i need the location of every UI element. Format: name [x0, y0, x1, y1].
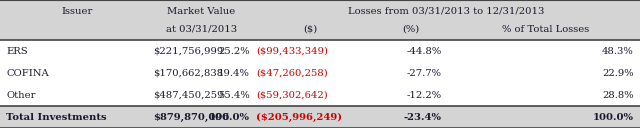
Text: $221,756,999: $221,756,999	[154, 47, 224, 56]
Bar	[0, 40, 640, 62]
Text: 19.4%: 19.4%	[218, 69, 250, 78]
Bar	[0, 62, 640, 84]
Text: $170,662,838: $170,662,838	[154, 69, 224, 78]
Text: Other: Other	[6, 91, 36, 100]
Text: 100.0%: 100.0%	[593, 113, 634, 122]
Text: (%): (%)	[403, 25, 420, 34]
Text: -12.2%: -12.2%	[406, 91, 442, 100]
Text: -23.4%: -23.4%	[403, 113, 442, 122]
Text: 25.2%: 25.2%	[218, 47, 250, 56]
Text: 100.0%: 100.0%	[209, 113, 250, 122]
Text: ($47,260,258): ($47,260,258)	[256, 69, 328, 78]
Text: Total Investments: Total Investments	[6, 113, 107, 122]
Bar	[0, 84, 640, 106]
Text: -27.7%: -27.7%	[406, 69, 442, 78]
Text: COFINA: COFINA	[6, 69, 49, 78]
Text: Losses from 03/31/2013 to 12/31/2013: Losses from 03/31/2013 to 12/31/2013	[348, 7, 545, 16]
Text: $879,870,096: $879,870,096	[154, 113, 230, 122]
Text: $487,450,259: $487,450,259	[154, 91, 224, 100]
Text: ($59,302,642): ($59,302,642)	[256, 91, 328, 100]
Text: ($): ($)	[303, 25, 317, 34]
Text: % of Total Losses: % of Total Losses	[502, 25, 589, 34]
Text: ($205,996,249): ($205,996,249)	[256, 113, 342, 122]
Text: 22.9%: 22.9%	[602, 69, 634, 78]
Text: 28.8%: 28.8%	[602, 91, 634, 100]
Text: Issuer: Issuer	[61, 7, 93, 16]
Text: ERS: ERS	[6, 47, 28, 56]
Text: 55.4%: 55.4%	[218, 91, 250, 100]
Bar	[0, 106, 640, 128]
Text: at 03/31/2013: at 03/31/2013	[166, 25, 237, 34]
Bar	[0, 0, 640, 40]
Text: ($99,433,349): ($99,433,349)	[256, 47, 328, 56]
Text: -44.8%: -44.8%	[406, 47, 442, 56]
Text: 48.3%: 48.3%	[602, 47, 634, 56]
Text: Market Value: Market Value	[168, 7, 236, 16]
